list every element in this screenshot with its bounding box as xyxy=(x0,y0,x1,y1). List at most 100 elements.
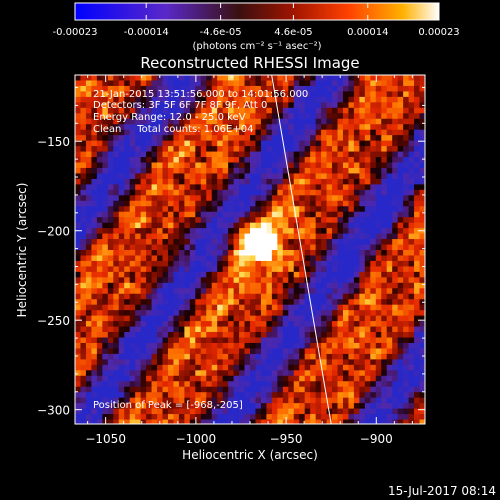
heatmap-cell xyxy=(200,135,207,142)
heatmap-cell xyxy=(217,102,224,109)
heatmap-cell xyxy=(129,85,136,92)
heatmap-cell xyxy=(157,167,163,174)
chart-title: Reconstructed RHESSI Image xyxy=(140,54,359,72)
heatmap-cell xyxy=(353,173,360,180)
heatmap-cell xyxy=(118,348,125,355)
heatmap-cell xyxy=(353,364,360,371)
heatmap-cell xyxy=(211,228,218,234)
heatmap-cell xyxy=(140,271,147,278)
heatmap-cell xyxy=(370,118,377,125)
heatmap-cell xyxy=(397,348,404,355)
heatmap-cell xyxy=(129,370,136,377)
heatmap-cell xyxy=(206,239,213,245)
heatmap-cell xyxy=(381,113,388,120)
heatmap-cell xyxy=(293,75,300,81)
heatmap-cell xyxy=(359,107,366,114)
heatmap-cell xyxy=(113,200,120,207)
heatmap-cell xyxy=(102,151,109,158)
heatmap-cell xyxy=(260,397,267,404)
heatmap-cell xyxy=(375,332,382,338)
heatmap-cell xyxy=(392,342,399,349)
heatmap-cell xyxy=(250,239,256,245)
heatmap-cell xyxy=(118,118,125,125)
heatmap-cell xyxy=(288,332,295,338)
heatmap-cell xyxy=(244,260,251,267)
heatmap-cell xyxy=(315,129,322,136)
heatmap-cell xyxy=(381,228,388,234)
heatmap-cell xyxy=(157,184,163,191)
heatmap-cell xyxy=(342,370,349,377)
heatmap-cell xyxy=(315,102,322,109)
heatmap-cell xyxy=(102,102,109,109)
heatmap-cell xyxy=(271,151,278,158)
heatmap-cell xyxy=(337,140,344,147)
heatmap-cell xyxy=(233,359,240,366)
heatmap-cell xyxy=(206,364,213,371)
heatmap-cell xyxy=(386,140,393,147)
heatmap-cell xyxy=(195,386,202,393)
heatmap-cell xyxy=(321,408,327,415)
heatmap-cell xyxy=(419,288,425,295)
heatmap-cell xyxy=(239,189,245,196)
heatmap-cell xyxy=(75,315,81,322)
heatmap-cell xyxy=(321,217,327,224)
heatmap-cell xyxy=(392,124,399,131)
heatmap-cell xyxy=(359,200,366,207)
heatmap-cell xyxy=(140,124,147,131)
heatmap-cell xyxy=(342,304,349,311)
heatmap-cell xyxy=(244,222,251,229)
heatmap-cell xyxy=(102,91,109,98)
heatmap-cell xyxy=(381,392,388,399)
heatmap-cell xyxy=(157,140,163,147)
heatmap-cell xyxy=(326,151,333,158)
heatmap-cell xyxy=(381,282,388,289)
heatmap-cell xyxy=(353,146,360,152)
heatmap-cell xyxy=(332,386,338,393)
heatmap-cell xyxy=(118,381,125,388)
heatmap-cell xyxy=(419,408,425,415)
heatmap-cell xyxy=(178,332,185,338)
heatmap-cell xyxy=(178,266,185,273)
heatmap-cell xyxy=(332,178,338,185)
heatmap-cell xyxy=(189,392,196,399)
heatmap-cell xyxy=(277,195,284,202)
heatmap-cell xyxy=(157,255,163,262)
heatmap-cell xyxy=(162,408,169,415)
heatmap-cell xyxy=(310,189,317,196)
heatmap-cell xyxy=(370,353,377,360)
heatmap-cell xyxy=(102,129,109,136)
heatmap-cell xyxy=(195,200,202,207)
heatmap-cell xyxy=(408,217,415,224)
heatmap-cell xyxy=(184,370,191,377)
heatmap-cell xyxy=(250,162,256,169)
heatmap-cell xyxy=(222,282,229,289)
heatmap-cell xyxy=(277,392,284,399)
heatmap-cell xyxy=(96,124,103,131)
heatmap-cell xyxy=(271,408,278,415)
heatmap-cell xyxy=(151,184,158,191)
heatmap-cell xyxy=(288,228,295,234)
heatmap-cell xyxy=(397,332,404,338)
heatmap-cell xyxy=(250,222,256,229)
heatmap-cell xyxy=(282,359,289,366)
heatmap-cell xyxy=(386,135,393,142)
heatmap-cell xyxy=(304,271,311,278)
heatmap-cell xyxy=(178,151,185,158)
heatmap-cell xyxy=(386,91,393,98)
heatmap-cell xyxy=(392,195,399,202)
heatmap-cell xyxy=(102,222,109,229)
heatmap-cell xyxy=(403,211,409,218)
heatmap-cell xyxy=(353,321,360,327)
heatmap-cell xyxy=(260,386,267,393)
heatmap-cell xyxy=(353,195,360,202)
heatmap-cell xyxy=(217,96,224,103)
heatmap-cell xyxy=(107,321,114,327)
heatmap-cell xyxy=(277,277,284,284)
heatmap-cell xyxy=(228,304,234,311)
heatmap-cell xyxy=(189,414,196,420)
heatmap-cell xyxy=(178,348,185,355)
heatmap-cell xyxy=(75,85,81,92)
x-axis-label: Heliocentric X (arcsec) xyxy=(182,448,318,462)
heatmap-cell xyxy=(359,282,366,289)
heatmap-cell xyxy=(414,326,420,333)
